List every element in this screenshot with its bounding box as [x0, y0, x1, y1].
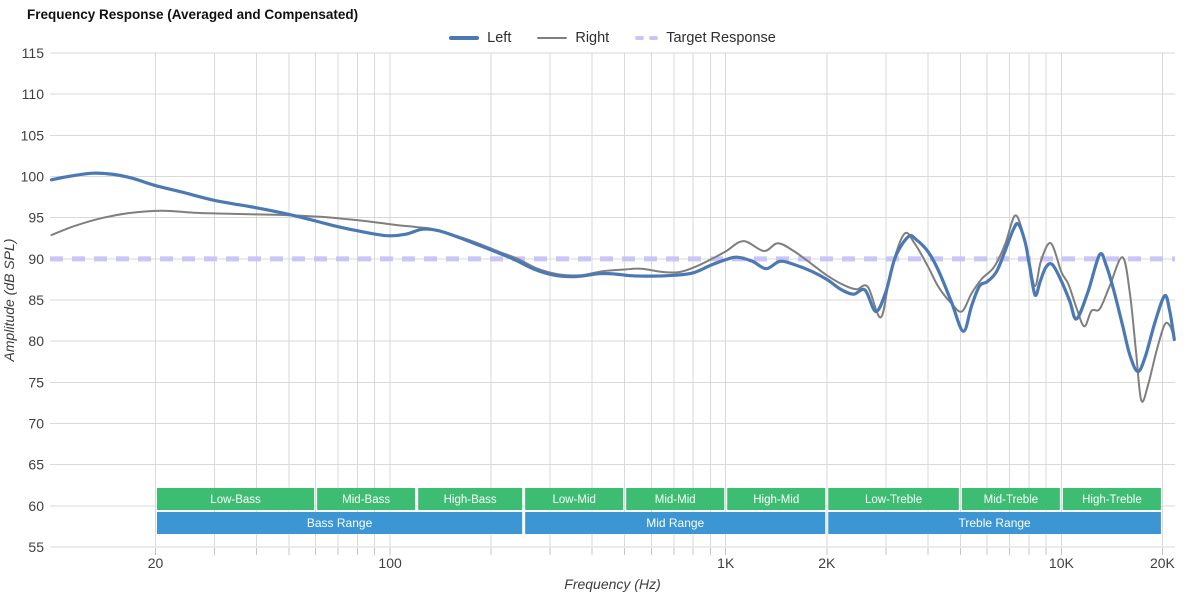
- svg-text:2K: 2K: [818, 555, 836, 571]
- svg-text:95: 95: [28, 210, 44, 226]
- chart-title: Frequency Response (Averaged and Compens…: [27, 7, 359, 22]
- x-axis-tick-labels: 20 100 1K 2K 10K 20K: [148, 555, 1176, 571]
- right-curve: [50, 209, 1176, 403]
- band-low-bass: [156, 488, 315, 510]
- x-axis-tick-marks: [154, 548, 1163, 555]
- band-mid-range: [525, 512, 826, 534]
- band-high-treble: [1062, 488, 1161, 510]
- svg-text:75: 75: [28, 374, 44, 390]
- legend: Left Right Target Response: [50, 28, 1175, 48]
- vertical-gridlines: [154, 53, 1163, 547]
- band-label-low-treble: Low-Treble: [865, 494, 922, 506]
- band-mid-treble: [961, 488, 1060, 510]
- band-mid-mid: [626, 488, 725, 510]
- svg-text:10K: 10K: [1049, 555, 1075, 571]
- svg-text:90: 90: [28, 251, 44, 267]
- band-low-mid: [525, 488, 624, 510]
- svg-text:80: 80: [28, 333, 44, 349]
- band-label-high-mid: High-Mid: [753, 494, 799, 506]
- band-label-high-bass: High-Bass: [444, 494, 497, 506]
- target-response-line-swatch: [635, 35, 659, 41]
- svg-text:1K: 1K: [717, 555, 735, 571]
- svg-text:105: 105: [21, 127, 45, 143]
- svg-text:20: 20: [148, 555, 164, 571]
- left-line-swatch: [449, 36, 480, 40]
- legend-item-left[interactable]: Left: [449, 30, 511, 46]
- band-label-high-treble: High-Treble: [1082, 494, 1142, 506]
- band-label-mid-treble: Mid-Treble: [984, 494, 1039, 506]
- band-label-mid-range: Mid Range: [646, 516, 704, 530]
- svg-text:100: 100: [21, 169, 45, 185]
- left-curve: [49, 171, 1176, 374]
- band-label-low-mid: Low-Mid: [552, 494, 595, 506]
- band-treble-range: [828, 512, 1161, 534]
- svg-text:110: 110: [22, 86, 45, 102]
- band-label-bass-range: Bass Range: [307, 516, 373, 530]
- right-line-swatch: [537, 36, 568, 40]
- svg-text:60: 60: [28, 498, 44, 514]
- svg-text:85: 85: [28, 292, 44, 308]
- band-low-treble: [828, 488, 959, 510]
- svg-text:115: 115: [22, 45, 45, 61]
- band-mid-bass: [317, 488, 416, 510]
- svg-text:100: 100: [378, 555, 402, 571]
- band-label-mid-mid: Mid-Mid: [655, 494, 696, 506]
- band-bass-range: [156, 512, 523, 534]
- legend-item-target-response[interactable]: Target Response: [635, 30, 776, 46]
- legend-label: Right: [575, 30, 610, 46]
- band-high-bass: [418, 488, 523, 510]
- svg-text:65: 65: [28, 457, 44, 473]
- legend-label: Left: [487, 30, 512, 46]
- band-label-low-bass: Low-Bass: [210, 494, 261, 506]
- horizontal-gridlines: [50, 52, 1175, 548]
- legend-item-right[interactable]: Right: [537, 30, 609, 46]
- svg-text:55: 55: [28, 539, 44, 555]
- y-axis-tick-labels: 115 110 105 100 95 90 85 80 75 70 65 60 55: [21, 45, 45, 555]
- band-label-mid-bass: Mid-Bass: [342, 494, 390, 506]
- band-label-treble-range: Treble Range: [958, 516, 1031, 530]
- legend-label: Target Response: [666, 30, 776, 46]
- band-high-mid: [727, 488, 826, 510]
- svg-text:20K: 20K: [1150, 555, 1176, 571]
- x-axis-title: Frequency (Hz): [564, 576, 661, 592]
- svg-text:70: 70: [28, 416, 44, 432]
- frequency-range-bands: Bass Range Mid Range Treble Range Low-Bass M…: [156, 488, 1161, 534]
